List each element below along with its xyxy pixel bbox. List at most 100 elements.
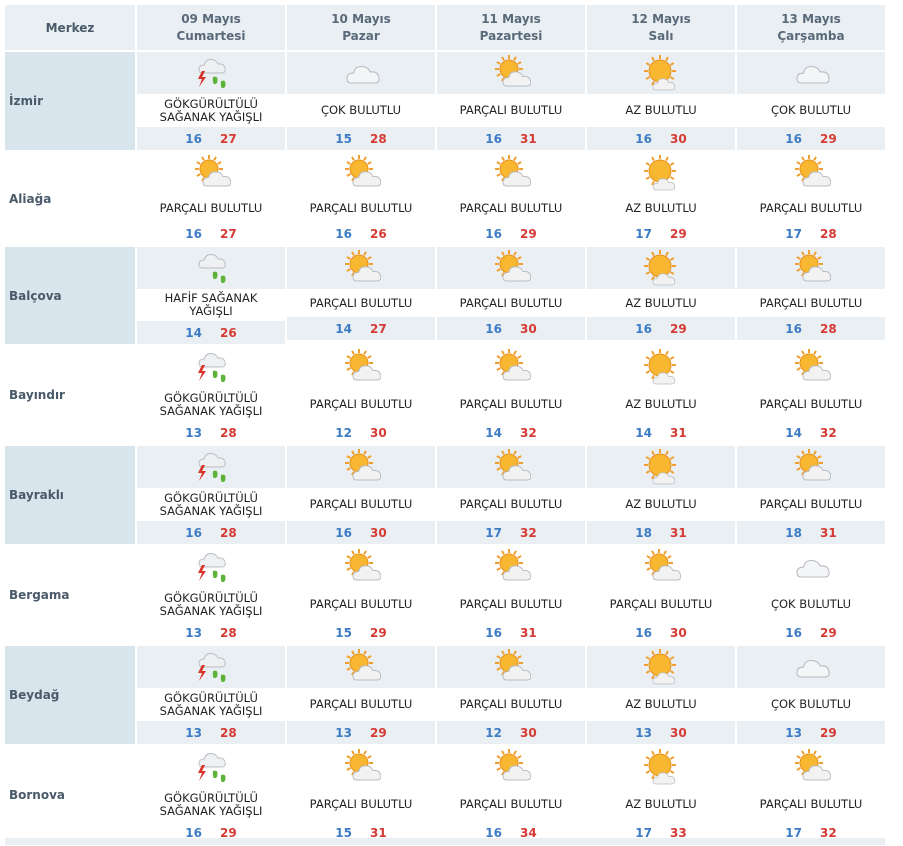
forecast-cell: PARÇALI BULUTLU 14 32 <box>737 346 885 444</box>
forecast-cell: GÖKGÜRÜLTÜLÜ SAĞANAK YAĞIŞLI 16 27 <box>137 52 285 150</box>
max-temp: 31 <box>520 625 537 640</box>
condition-text: AZ BULUTLU <box>587 688 735 721</box>
weather-icon <box>137 446 285 488</box>
day-name: Cumartesi <box>176 28 246 43</box>
max-temp: 30 <box>370 525 387 540</box>
icon-graphic <box>198 553 226 583</box>
condition-label: PARÇALI BULUTLU <box>309 697 413 711</box>
condition-label: GÖKGÜRÜLTÜLÜ SAĞANAK YAĞIŞLI <box>159 390 263 418</box>
forecast-cell: AZ BULUTLU 17 33 <box>587 746 735 844</box>
max-temp: 31 <box>670 525 687 540</box>
condition-text: PARÇALI BULUTLU <box>287 788 435 821</box>
weather-icon <box>437 646 585 688</box>
condition-label: ÇOK BULUTLU <box>770 103 852 117</box>
day-header: 11 Mayıs Pazartesi <box>437 5 585 50</box>
icon-graphic <box>644 349 676 385</box>
city-row: Bornova GÖKGÜRÜLTÜLÜ SAĞANAK YAĞIŞLI 16 29 P… <box>5 746 885 844</box>
condition-label: PARÇALI BULUTLU <box>759 797 863 811</box>
weather-icon <box>587 446 735 488</box>
city-name: Bayındır <box>9 388 65 402</box>
max-temp: 31 <box>820 525 837 540</box>
max-temp: 31 <box>370 825 387 840</box>
city-name: Bayraklı <box>5 446 135 544</box>
city-row: İzmir GÖKGÜRÜLTÜLÜ SAĞANAK YAĞIŞLI 16 27 ÇOK… <box>5 52 885 150</box>
max-temp: 27 <box>220 226 237 241</box>
max-temp: 33 <box>670 825 687 840</box>
condition-text: PARÇALI BULUTLU <box>737 788 885 821</box>
weather-icon <box>287 746 435 788</box>
temperatures: 14 32 <box>437 421 585 444</box>
icon-graphic <box>795 250 831 282</box>
condition-text: AZ BULUTLU <box>587 289 735 317</box>
forecast-cell: PARÇALI BULUTLU 16 30 <box>587 546 735 644</box>
day-date: 13 Mayıs <box>781 11 841 26</box>
icon-graphic <box>345 549 381 581</box>
condition-text: PARÇALI BULUTLU <box>437 588 585 621</box>
weather-icon <box>437 546 585 588</box>
forecast-cell: AZ BULUTLU 16 29 <box>587 247 735 344</box>
condition-text: AZ BULUTLU <box>587 788 735 821</box>
condition-text: PARÇALI BULUTLU <box>287 488 435 521</box>
condition-text: PARÇALI BULUTLU <box>287 588 435 621</box>
max-temp: 30 <box>670 725 687 740</box>
weather-icon <box>137 346 285 388</box>
min-temp: 16 <box>635 131 652 146</box>
temperatures: 12 30 <box>437 721 585 744</box>
condition-label: PARÇALI BULUTLU <box>759 497 863 511</box>
icon-graphic <box>796 65 830 84</box>
min-temp: 15 <box>335 825 352 840</box>
day-header: 13 Mayıs Çarşamba <box>737 5 885 50</box>
min-temp: 16 <box>185 226 202 241</box>
icon-graphic <box>345 250 381 282</box>
weather-icon <box>737 346 885 388</box>
max-temp: 30 <box>520 725 537 740</box>
min-temp: 12 <box>335 425 352 440</box>
weather-icon <box>587 346 735 388</box>
icon-graphic <box>198 753 226 783</box>
max-temp: 32 <box>820 425 837 440</box>
weather-icon <box>587 646 735 688</box>
temperatures: 16 28 <box>737 317 885 340</box>
city-row: Beydağ GÖKGÜRÜLTÜLÜ SAĞANAK YAĞIŞLI 13 28 PA… <box>5 646 885 744</box>
condition-label: ÇOK BULUTLU <box>770 597 852 611</box>
forecast-cell: AZ BULUTLU 14 31 <box>587 346 735 444</box>
weather-icon <box>287 546 435 588</box>
condition-label: GÖKGÜRÜLTÜLÜ SAĞANAK YAĞIŞLI <box>159 96 263 124</box>
max-temp: 29 <box>370 625 387 640</box>
condition-label: PARÇALI BULUTLU <box>609 597 713 611</box>
forecast-cell: GÖKGÜRÜLTÜLÜ SAĞANAK YAĞIŞLI 16 29 <box>137 746 285 844</box>
forecast-cell: ÇOK BULUTLU 16 29 <box>737 546 885 644</box>
forecast-cell: PARÇALI BULUTLU 15 31 <box>287 746 435 844</box>
day-name: Çarşamba <box>777 28 845 43</box>
max-temp: 29 <box>820 625 837 640</box>
condition-text: PARÇALI BULUTLU <box>437 688 585 721</box>
min-temp: 16 <box>785 131 802 146</box>
icon-graphic <box>795 349 831 381</box>
min-temp: 17 <box>635 226 652 241</box>
condition-label: PARÇALI BULUTLU <box>459 497 563 511</box>
temperatures: 18 31 <box>587 521 735 544</box>
condition-text: AZ BULUTLU <box>587 194 735 222</box>
icon-graphic <box>495 55 531 87</box>
icon-graphic <box>495 155 531 187</box>
weather-icon <box>737 446 885 488</box>
min-temp: 13 <box>335 725 352 740</box>
icon-graphic <box>644 449 676 485</box>
temperatures: 16 30 <box>437 317 585 340</box>
temperatures: 16 29 <box>737 127 885 150</box>
temperatures: 15 28 <box>287 127 435 150</box>
temperatures: 13 29 <box>737 721 885 744</box>
condition-text: PARÇALI BULUTLU <box>737 289 885 317</box>
temperatures: 13 30 <box>587 721 735 744</box>
temperatures: 14 27 <box>287 317 435 340</box>
weather-icon <box>287 152 435 194</box>
temperatures: 13 28 <box>137 421 285 444</box>
max-temp: 30 <box>370 425 387 440</box>
condition-text: PARÇALI BULUTLU <box>437 194 585 222</box>
temperatures: 16 30 <box>587 127 735 150</box>
condition-text: ÇOK BULUTLU <box>737 588 885 621</box>
forecast-cell: PARÇALI BULUTLU 12 30 <box>287 346 435 444</box>
forecast-cell: PARÇALI BULUTLU 15 29 <box>287 546 435 644</box>
icon-graphic <box>198 453 226 483</box>
temperatures: 14 26 <box>137 321 285 344</box>
